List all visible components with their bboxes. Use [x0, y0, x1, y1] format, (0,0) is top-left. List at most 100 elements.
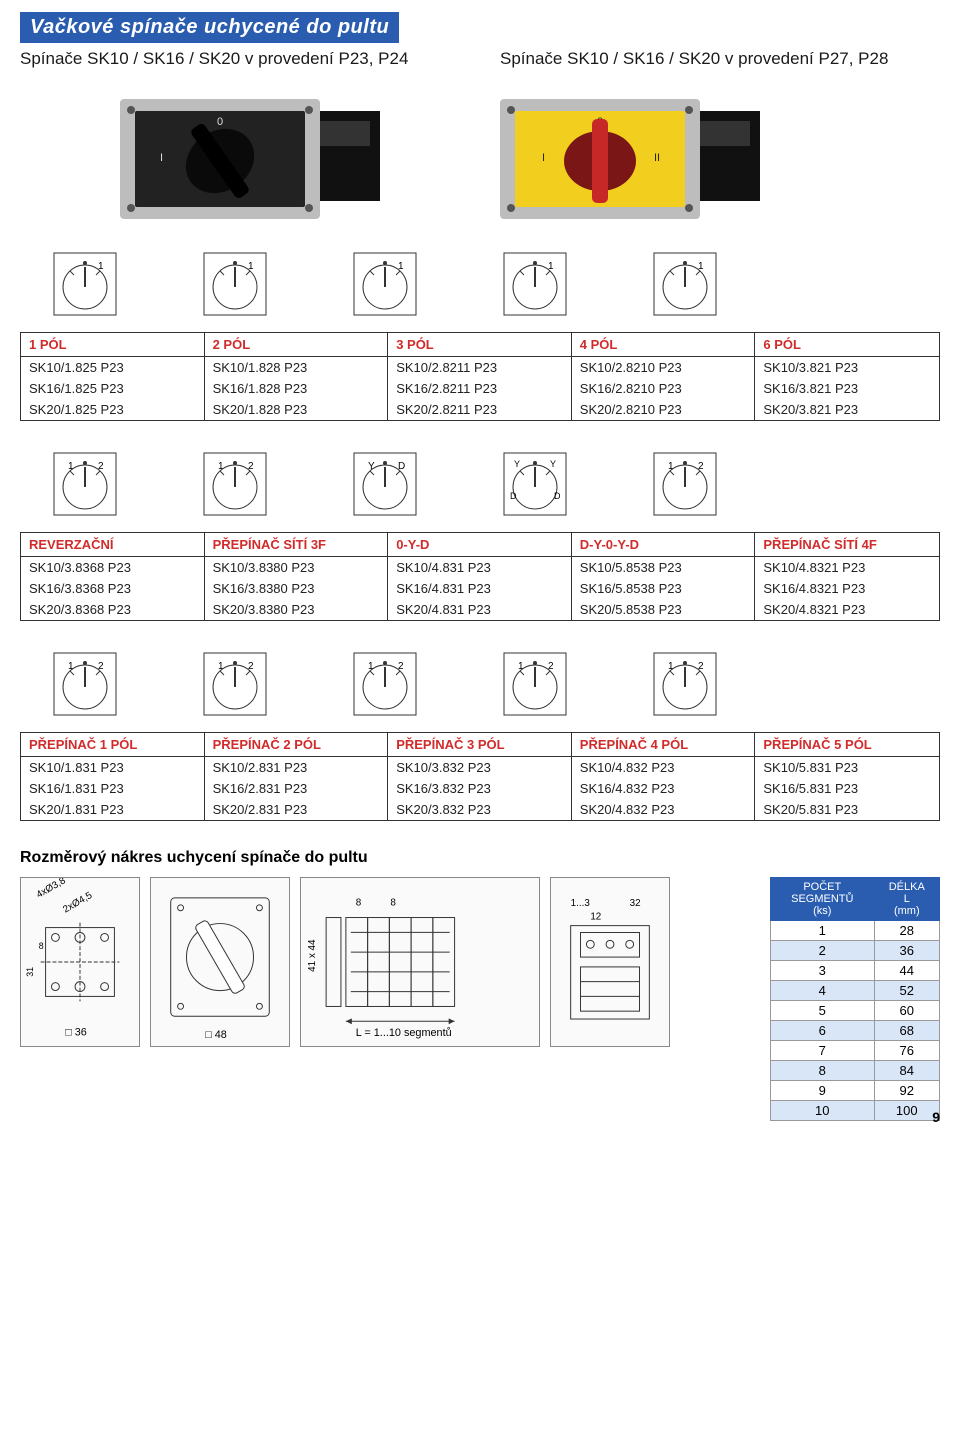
svg-text:8: 8 — [390, 898, 396, 909]
subhead-right: Spínače SK10 / SK16 / SK20 v provedení P… — [500, 49, 940, 69]
table-header: PŘEPÍNAČ SÍTÍ 3F — [205, 533, 389, 557]
dial-icon: 1 — [350, 249, 420, 324]
table-cell: SK16/2.8210 P23 — [572, 378, 756, 399]
drawing-mounting-holes: 4xØ3,8 2xØ4,5 8 31 □ 36 — [20, 877, 140, 1047]
table-header: PŘEPÍNAČ 5 PÓL — [755, 733, 939, 757]
table-cell: 9 — [771, 1081, 875, 1101]
table-cell: SK16/2.831 P23 — [205, 778, 389, 799]
table-cell: 100 — [874, 1101, 939, 1121]
table-cell: SK16/3.832 P23 — [388, 778, 572, 799]
table-cell: SK20/3.8380 P23 — [205, 599, 389, 620]
table-header: 3 PÓL — [388, 333, 572, 357]
table-cell: SK10/4.832 P23 — [572, 757, 756, 778]
table-row: 776 — [771, 1041, 940, 1061]
table-row: 992 — [771, 1081, 940, 1101]
table-header: PŘEPÍNAČ SÍTÍ 4F — [755, 533, 939, 557]
tech-drawings: 4xØ3,8 2xØ4,5 8 31 □ 36 □ 4 — [20, 877, 754, 1047]
svg-text:I: I — [160, 152, 163, 164]
svg-text:1: 1 — [698, 261, 704, 272]
table-cell: SK20/5.831 P23 — [755, 799, 939, 820]
table-row: 884 — [771, 1061, 940, 1081]
table-cell: SK16/1.831 P23 — [21, 778, 205, 799]
table-cell: SK16/4.831 P23 — [388, 578, 572, 599]
page-number: 9 — [932, 1109, 940, 1125]
table-header: REVERZAČNÍ — [21, 533, 205, 557]
svg-text:2: 2 — [248, 461, 254, 472]
table-cell: 5 — [771, 1001, 875, 1021]
table-row: 344 — [771, 961, 940, 981]
table-cell: SK16/5.831 P23 — [755, 778, 939, 799]
table-header: 1 PÓL — [21, 333, 205, 357]
table-cell: 60 — [874, 1001, 939, 1021]
svg-text:I: I — [542, 152, 545, 164]
dial-icon: 12 — [650, 449, 720, 524]
table-cell: SK20/4.831 P23 — [388, 599, 572, 620]
table-3: PŘEPÍNAČ 1 PÓLPŘEPÍNAČ 2 PÓLPŘEPÍNAČ 3 P… — [20, 732, 940, 821]
table-cell: SK20/3.832 P23 — [388, 799, 572, 820]
table-cell: SK20/4.8321 P23 — [755, 599, 939, 620]
table-cell: SK10/5.8538 P23 — [572, 557, 756, 578]
table-header: D-Y-0-Y-D — [572, 533, 756, 557]
table-cell: 7 — [771, 1041, 875, 1061]
table-header: PŘEPÍNAČ 3 PÓL — [388, 733, 572, 757]
dial-icon: 12 — [200, 649, 270, 724]
svg-text:2: 2 — [98, 661, 104, 672]
dial-icon: 12 — [500, 649, 570, 724]
dial-row-2: 12 12 YD YDYD 12 — [20, 449, 940, 524]
table-cell: SK10/2.831 P23 — [205, 757, 389, 778]
table-cell: SK16/1.828 P23 — [205, 378, 389, 399]
svg-text:D: D — [510, 491, 517, 501]
table-cell: SK20/3.8368 P23 — [21, 599, 205, 620]
svg-text:0: 0 — [217, 116, 223, 128]
table-cell: SK10/2.8210 P23 — [572, 357, 756, 378]
svg-text:1: 1 — [218, 461, 224, 472]
table-cell: SK16/3.8368 P23 — [21, 578, 205, 599]
svg-text:2: 2 — [548, 661, 554, 672]
dial-icon: 12 — [200, 449, 270, 524]
svg-text:□ 36: □ 36 — [65, 1027, 87, 1039]
table-cell: SK10/5.831 P23 — [755, 757, 939, 778]
svg-text:1: 1 — [218, 661, 224, 672]
svg-text:1: 1 — [548, 261, 554, 272]
svg-text:II: II — [654, 152, 660, 164]
svg-text:D: D — [554, 491, 561, 501]
drawing-side-segments: 41 x 44 8 8 L = 1...10 segmentů — [300, 877, 540, 1047]
svg-text:Y: Y — [514, 459, 520, 469]
knob-photo-left: 0 I — [80, 81, 400, 231]
table-cell: 68 — [874, 1021, 939, 1041]
table-cell: SK16/2.8211 P23 — [388, 378, 572, 399]
table-cell: SK10/3.832 P23 — [388, 757, 572, 778]
svg-text:2: 2 — [248, 661, 254, 672]
bottom-row: 4xØ3,8 2xØ4,5 8 31 □ 36 □ 4 — [20, 877, 940, 1121]
svg-text:2: 2 — [98, 461, 104, 472]
segment-length-table: POČET SEGMENTŮ (ks) DÉLKA L (mm) 1282363… — [770, 877, 940, 1121]
svg-text:1: 1 — [68, 661, 74, 672]
table-cell: SK20/2.8210 P23 — [572, 399, 756, 420]
table-cell: SK10/1.831 P23 — [21, 757, 205, 778]
table-cell: 76 — [874, 1041, 939, 1061]
table-cell: SK16/1.825 P23 — [21, 378, 205, 399]
drawing-rear: 1...3 32 12 — [550, 877, 670, 1047]
table-row: 560 — [771, 1001, 940, 1021]
table-header: 4 PÓL — [572, 333, 756, 357]
table-cell: 84 — [874, 1061, 939, 1081]
dial-icon: 12 — [350, 649, 420, 724]
table-cell: 2 — [771, 941, 875, 961]
svg-text:1: 1 — [68, 461, 74, 472]
table-cell: SK10/3.821 P23 — [755, 357, 939, 378]
table-header: PŘEPÍNAČ 1 PÓL — [21, 733, 205, 757]
svg-text:1: 1 — [668, 661, 674, 672]
table-cell: 28 — [874, 921, 939, 941]
label-hole1: 4xØ3,8 — [35, 877, 68, 901]
svg-text:Y: Y — [368, 461, 375, 472]
table-cell: SK20/1.825 P23 — [21, 399, 205, 420]
knob-photo-right: 0 I II — [460, 81, 780, 231]
table-cell: SK16/3.821 P23 — [755, 378, 939, 399]
svg-text:1: 1 — [248, 261, 254, 272]
drawing-front-face: □ 48 — [150, 877, 290, 1047]
label-hole2: 2xØ4,5 — [61, 890, 94, 916]
table-cell: SK10/3.8368 P23 — [21, 557, 205, 578]
table-cell: 52 — [874, 981, 939, 1001]
table-cell: SK10/1.825 P23 — [21, 357, 205, 378]
drawing-title: Rozměrový nákres uchycení spínače do pul… — [20, 849, 940, 867]
